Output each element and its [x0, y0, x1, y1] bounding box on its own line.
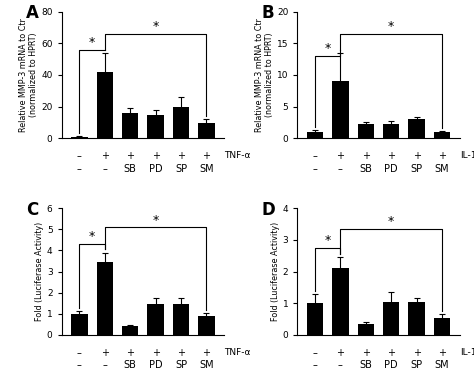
Text: SP: SP: [410, 164, 423, 174]
Text: –: –: [313, 164, 318, 174]
Text: SB: SB: [124, 164, 137, 174]
Text: *: *: [153, 20, 159, 33]
Text: SM: SM: [199, 164, 214, 174]
Text: IL-1β: IL-1β: [460, 348, 474, 357]
Bar: [357, 124, 374, 138]
Text: C: C: [26, 201, 38, 219]
Text: D: D: [262, 201, 275, 219]
Bar: [357, 324, 374, 335]
Y-axis label: Relative MMP-3 mRNA to Ctr
(normalized to HPRT): Relative MMP-3 mRNA to Ctr (normalized t…: [255, 18, 274, 132]
Text: A: A: [26, 4, 39, 22]
Text: +: +: [202, 348, 210, 358]
Text: +: +: [387, 348, 395, 358]
Text: IL-1β: IL-1β: [460, 151, 474, 160]
Text: +: +: [101, 348, 109, 358]
Text: *: *: [89, 231, 95, 243]
Bar: [71, 314, 88, 335]
Text: +: +: [337, 151, 345, 161]
Text: +: +: [177, 348, 185, 358]
Bar: [409, 119, 425, 138]
Text: PD: PD: [384, 360, 398, 370]
Text: *: *: [388, 215, 394, 228]
Text: +: +: [152, 348, 160, 358]
Text: PD: PD: [149, 164, 163, 174]
Text: +: +: [126, 348, 134, 358]
Text: –: –: [77, 151, 82, 161]
Text: SP: SP: [175, 164, 187, 174]
Text: SB: SB: [359, 360, 372, 370]
Text: +: +: [412, 151, 420, 161]
Text: TNF-α: TNF-α: [224, 151, 251, 160]
Text: *: *: [153, 214, 159, 226]
Text: –: –: [313, 348, 318, 358]
Text: SM: SM: [199, 360, 214, 370]
Bar: [307, 132, 323, 138]
Bar: [409, 302, 425, 335]
Bar: [173, 107, 189, 138]
Bar: [97, 262, 113, 335]
Bar: [97, 72, 113, 138]
Text: –: –: [102, 164, 107, 174]
Text: –: –: [313, 360, 318, 370]
Bar: [198, 316, 215, 335]
Bar: [147, 304, 164, 335]
Text: TNF-α: TNF-α: [224, 348, 251, 357]
Text: *: *: [388, 20, 394, 33]
Text: *: *: [89, 36, 95, 49]
Text: –: –: [77, 164, 82, 174]
Text: +: +: [202, 151, 210, 161]
Text: +: +: [362, 348, 370, 358]
Bar: [147, 115, 164, 138]
Y-axis label: Fold (Luciferase Activity): Fold (Luciferase Activity): [271, 222, 280, 321]
Text: +: +: [152, 151, 160, 161]
Bar: [434, 132, 450, 138]
Bar: [198, 122, 215, 138]
Text: SM: SM: [435, 164, 449, 174]
Text: SM: SM: [435, 360, 449, 370]
Text: +: +: [412, 348, 420, 358]
Text: +: +: [362, 151, 370, 161]
Bar: [332, 268, 349, 335]
Text: +: +: [177, 151, 185, 161]
Text: *: *: [325, 42, 331, 55]
Text: +: +: [438, 151, 446, 161]
Text: B: B: [262, 4, 274, 22]
Text: SP: SP: [410, 360, 423, 370]
Text: SP: SP: [175, 360, 187, 370]
Text: +: +: [337, 348, 345, 358]
Text: PD: PD: [149, 360, 163, 370]
Bar: [122, 326, 138, 335]
Text: –: –: [313, 151, 318, 161]
Bar: [332, 81, 349, 138]
Text: –: –: [338, 164, 343, 174]
Text: +: +: [438, 348, 446, 358]
Text: SB: SB: [359, 164, 372, 174]
Y-axis label: Relative MMP-3 mRNA to Ctr
(normalized to HPRT): Relative MMP-3 mRNA to Ctr (normalized t…: [19, 18, 38, 132]
Bar: [173, 304, 189, 335]
Text: –: –: [77, 360, 82, 370]
Text: –: –: [338, 360, 343, 370]
Bar: [434, 318, 450, 335]
Text: SB: SB: [124, 360, 137, 370]
Text: PD: PD: [384, 164, 398, 174]
Text: +: +: [387, 151, 395, 161]
Y-axis label: Fold (Luciferase Activity): Fold (Luciferase Activity): [35, 222, 44, 321]
Text: +: +: [126, 151, 134, 161]
Bar: [383, 302, 400, 335]
Text: –: –: [102, 360, 107, 370]
Bar: [307, 303, 323, 335]
Bar: [383, 124, 400, 138]
Text: –: –: [77, 348, 82, 358]
Text: +: +: [101, 151, 109, 161]
Text: *: *: [325, 234, 331, 247]
Bar: [71, 137, 88, 138]
Bar: [122, 113, 138, 138]
